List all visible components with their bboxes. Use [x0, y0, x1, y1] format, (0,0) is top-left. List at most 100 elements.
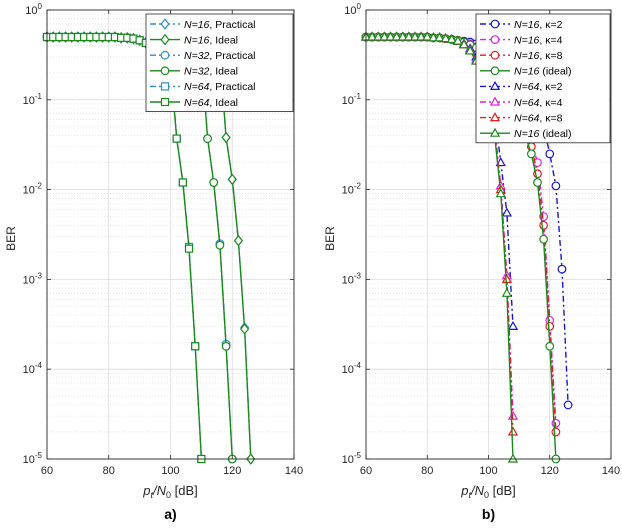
legend-item: N=64, Practical — [150, 81, 256, 93]
y-tick-base: 10 — [342, 364, 354, 376]
data-point — [464, 45, 476, 55]
y-tick-exponent: -2 — [354, 182, 362, 191]
data-point — [379, 31, 390, 41]
legend-label-rest: , κ=2 — [539, 19, 562, 31]
data-point — [172, 134, 181, 143]
data-point — [215, 240, 225, 250]
data-point — [501, 287, 513, 297]
chart-panel-b: 60 80 100 120 14010010-110-210-310-410-5BERp… — [323, 2, 620, 522]
legend-item: N=64, κ=4 — [480, 96, 563, 109]
legend-label-rest: , Ideal — [209, 97, 238, 109]
x-axis-label-part: 0 — [166, 490, 171, 500]
y-tick-label: 10-4 — [23, 361, 43, 376]
legend-label-n: N=32 — [184, 66, 210, 78]
x-tick-label: 120 — [541, 465, 559, 477]
data-point — [507, 426, 519, 436]
y-tick-base: 10 — [23, 95, 35, 107]
legend-marker — [160, 50, 170, 60]
x-axis-label-part: 0 — [484, 490, 489, 500]
legend-label-n: N=16 — [514, 34, 540, 46]
panel-label: a) — [164, 506, 176, 522]
data-point — [551, 427, 561, 437]
legend-label-n: N=64 — [514, 97, 540, 109]
legend-label-rest: , κ=8 — [539, 112, 562, 124]
y-tick-exponent: -4 — [354, 361, 362, 370]
legend-label-n: N=64 — [514, 81, 540, 93]
legend-marker — [489, 80, 501, 91]
y-tick-label: 10-5 — [342, 451, 362, 466]
legend-label: N=16, κ=4 — [514, 34, 563, 46]
data-point — [209, 178, 219, 187]
y-axis-label: BER — [4, 226, 18, 251]
y-tick-base: 10 — [342, 95, 354, 107]
legend-item: N=16, κ=4 — [480, 34, 563, 46]
x-axis-label-part: /N — [152, 483, 167, 498]
x-tick-label: 80 — [103, 465, 115, 477]
y-tick-label: 10-1 — [23, 92, 43, 107]
legend-label: N=16, Practical — [184, 19, 256, 31]
legend-label-n: N=16 — [514, 19, 540, 31]
legend-label-rest: (ideal) — [539, 128, 571, 140]
data-point — [203, 134, 212, 143]
data-point — [178, 178, 187, 187]
y-tick-exponent: -3 — [354, 271, 362, 280]
legend-box — [475, 13, 611, 144]
legend-label-rest: , κ=4 — [539, 34, 562, 46]
legend-label-n: N=16 — [514, 50, 540, 62]
legend-label-n: N=64 — [184, 97, 210, 109]
y-tick-base: 10 — [342, 185, 354, 197]
data-point — [240, 323, 250, 335]
data-point — [391, 31, 402, 41]
data-point — [551, 181, 561, 191]
legend-label-n: N=16 — [184, 19, 210, 31]
legend-item: N=32, Practical — [150, 50, 256, 62]
data-point — [539, 220, 549, 230]
y-tick-label: 10-3 — [23, 271, 43, 286]
legend-marker — [489, 112, 501, 122]
data-point — [184, 244, 194, 253]
legend-marker — [489, 96, 501, 106]
legend-label-n: N=64 — [514, 112, 540, 124]
legend-label-rest: (ideal) — [539, 66, 571, 78]
y-tick-label: 10-5 — [23, 451, 43, 466]
legend-label: N=64, Ideal — [184, 97, 238, 109]
x-axis-label-part: p — [142, 483, 150, 498]
chart-panel-a: 60 80 100 120 14010010-110-210-310-410-5BERp… — [4, 2, 303, 522]
legend-item: N=64, Ideal — [150, 97, 238, 109]
legend-label: N=32, Practical — [184, 50, 256, 62]
y-tick-base: 10 — [23, 185, 35, 197]
x-tick-label: 120 — [223, 465, 241, 477]
y-tick-exponent: 0 — [38, 2, 43, 11]
y-tick-exponent: 0 — [357, 2, 362, 11]
y-tick-exponent: -2 — [35, 182, 43, 191]
y-tick-base: 10 — [23, 274, 35, 286]
legend-marker — [160, 18, 170, 30]
legend-marker — [490, 50, 500, 60]
data-point — [557, 264, 567, 274]
legend-label-rest: , Ideal — [209, 66, 238, 78]
y-axis-label: BER — [323, 226, 337, 251]
y-tick-exponent: -5 — [35, 451, 43, 460]
data-point — [428, 32, 439, 42]
legend-label-rest: , Practical — [209, 19, 255, 31]
data-point — [409, 31, 421, 41]
data-point — [533, 178, 542, 187]
x-axis-label-part: t — [468, 490, 471, 500]
x-tick-label: 140 — [602, 465, 620, 477]
legend-label: N=64, κ=4 — [514, 97, 563, 109]
x-tick-label: 80 — [421, 465, 433, 477]
y-tick-label: 10-3 — [342, 271, 362, 286]
data-point — [545, 149, 555, 159]
data-point — [366, 31, 378, 41]
data-point — [526, 149, 536, 159]
y-tick-exponent: -4 — [35, 361, 43, 370]
panel-label: b) — [482, 506, 495, 522]
y-tick-base: 10 — [25, 5, 37, 17]
legend-label-n: N=16 — [184, 34, 210, 46]
data-point — [403, 31, 415, 41]
data-point — [458, 39, 470, 49]
data-point — [434, 32, 445, 42]
y-tick-label: 10-1 — [342, 92, 362, 107]
